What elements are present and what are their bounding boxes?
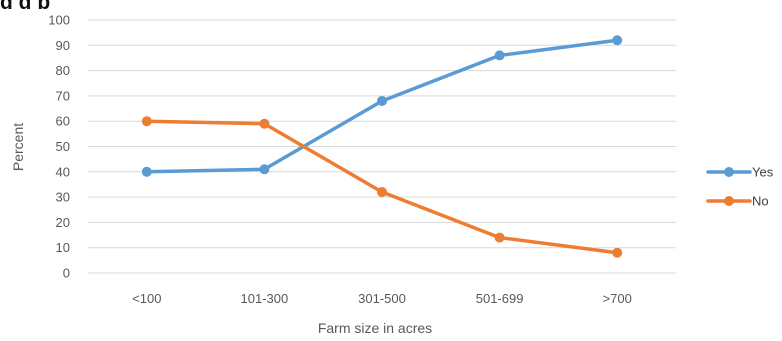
data-point-no	[494, 232, 505, 243]
y-tick-label: 90	[56, 38, 70, 53]
chart-title-fragment: g g p	[0, 0, 782, 9]
x-tick-label: 301-500	[358, 291, 406, 306]
legend-item-no: No	[706, 194, 769, 209]
y-tick-label: 70	[56, 88, 70, 103]
legend-marker	[724, 167, 734, 177]
series-layer	[141, 35, 623, 258]
y-tick-label: 100	[48, 13, 70, 28]
data-point-yes	[494, 50, 505, 61]
x-tick-label: >700	[603, 291, 632, 306]
x-axis-title: Farm size in acres	[318, 320, 432, 336]
data-point-yes	[141, 166, 152, 177]
data-point-yes	[377, 95, 387, 106]
y-tick-label: 40	[56, 164, 70, 179]
x-axis-ticks: <100 101-300 301-500 501-699 >700	[132, 291, 632, 306]
legend-label: Yes	[752, 165, 774, 180]
x-tick-label: <100	[132, 291, 161, 306]
data-point-no	[259, 118, 270, 129]
x-tick-label: 101-300	[241, 291, 289, 306]
y-tick-label: 50	[56, 139, 70, 154]
data-point-no	[377, 187, 387, 198]
series-line-yes	[145, 38, 619, 174]
legend-item-yes: Yes	[706, 165, 774, 180]
x-tick-label: 501-699	[476, 291, 524, 306]
y-tick-label: 60	[56, 114, 70, 129]
legend-label: No	[752, 194, 769, 209]
legend-marker	[724, 196, 734, 206]
data-point-no	[141, 116, 152, 127]
data-point-no	[612, 247, 623, 258]
y-tick-label: 20	[56, 215, 70, 230]
series-line-no	[145, 119, 619, 255]
legend: Yes No	[706, 165, 774, 209]
data-point-yes	[259, 164, 270, 175]
y-tick-label: 10	[56, 240, 70, 255]
data-point-yes	[612, 35, 623, 46]
y-axis-ticks: 0 10 20 30 40 50 60 70 80 90 100	[48, 13, 70, 281]
y-tick-label: 30	[56, 190, 70, 205]
series-no	[141, 116, 623, 258]
y-tick-label: 80	[56, 63, 70, 78]
y-axis-title: Percent	[10, 123, 26, 171]
y-tick-label: 0	[63, 266, 70, 281]
series-yes	[141, 35, 623, 177]
gridlines	[88, 19, 676, 274]
